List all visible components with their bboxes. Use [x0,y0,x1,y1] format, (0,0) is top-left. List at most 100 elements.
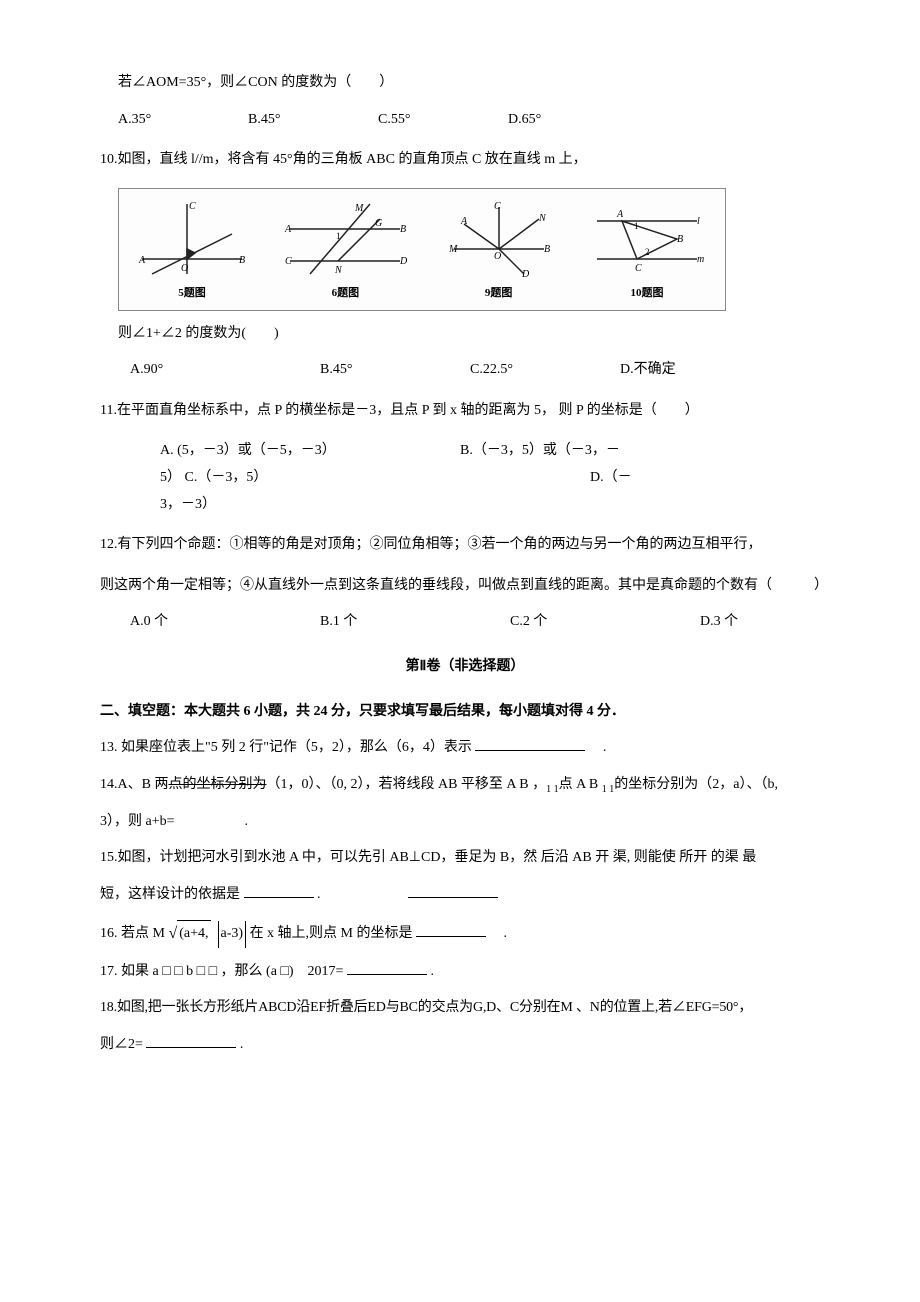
q11-opt-d-pre: D.（－ [590,465,632,492]
q18-line2-pre: 则∠2= [100,1037,143,1052]
q16-rad: (a+4, [177,920,210,948]
q16-blank [416,922,486,937]
svg-text:1: 1 [634,221,639,231]
q9-options: A.35° B.45° C.55° D.65° [100,107,830,134]
q12-stem1-text: 12.有下列四个命题：①相等的角是对顶角；②同位角相等；③若一个角的两边与另一个… [100,537,762,552]
diagram-5: A B C O 5题图 [137,199,247,304]
svg-text:G: G [375,218,382,229]
q11-opt-d-cont: 3，－3） [160,492,216,519]
q16-abs: a-3) [218,921,247,948]
q14-strike: 点的坐标分别为 [168,777,266,792]
q13-blank [475,736,585,751]
q11-opt-c-5: 5） C.（－3，5） [160,465,590,492]
q15-line2-pre: 短，这样设计的依据是 [100,887,240,902]
svg-text:m: m [697,254,704,265]
diagram-6: A B C D M G N 1 6题图 [280,199,410,304]
svg-text:B: B [677,234,683,245]
q11-opt-a: A. (5，－3）或（－5，－3） [160,438,460,465]
q15-line1: 15.如图，计划把河水引到水池 A 中，可以先引 AB⊥CD，垂足为 B，然 后… [100,845,830,872]
svg-text:2: 2 [645,247,650,257]
q12-options: A.0 个 B.1 个 C.2 个 D.3 个 [100,609,830,636]
q15-line2-post: . [317,887,321,902]
q16-post: . [490,926,508,941]
svg-text:A: A [460,216,468,227]
svg-text:D: D [399,256,408,267]
q16-pre: 16. 若点 M [100,926,165,941]
q18-line1-text: 18.如图,把一张长方形纸片ABCD沿EF折叠后ED与BC的交点为G,D、C分别… [100,1000,752,1015]
svg-text:B: B [400,224,406,235]
q18-line1: 18.如图,把一张长方形纸片ABCD沿EF折叠后ED与BC的交点为G,D、C分别… [100,995,830,1022]
diagram-9-caption: 9题图 [485,283,513,304]
q18-blank [146,1033,236,1048]
q17-post: . [430,964,434,979]
svg-text:O: O [181,263,188,274]
q12-stem2-text: 则这两个角一定相等；④从直线外一点到这条直线的垂线段，叫做点到直线的距离。其中是… [100,578,828,593]
svg-text:1: 1 [336,231,341,241]
q9-stem-text: 若∠AOM=35°，则∠CON 的度数为（ ） [118,75,393,90]
q17: 17. 如果 a □ □ b □ □ ，那么 (a □) 2017= . [100,959,830,986]
q13-post: . [589,740,607,755]
q16: 16. 若点 M √(a+4, a-3) 在 x 轴上,则点 M 的坐标是 . [100,918,830,948]
svg-text:l: l [697,216,700,227]
q9-option-d: D.65° [508,107,638,134]
q12-option-a: A.0 个 [130,609,320,636]
svg-text:A: A [284,224,292,235]
svg-text:C: C [494,201,501,212]
svg-text:D: D [521,269,530,279]
q10-stem-text: 10.如图，直线 l//m，将含有 45°角的三角板 ABC 的直角顶点 C 放… [100,152,587,167]
q10-stem: 10.如图，直线 l//m，将含有 45°角的三角板 ABC 的直角顶点 C 放… [100,147,830,174]
q12-option-c: C.2 个 [510,609,700,636]
q17-pre: 17. 如果 a □ □ b □ □ ，那么 (a □) 2017= [100,964,343,979]
svg-text:A: A [138,255,146,266]
q11-opt-b: B.（－3，5）或（－3，－ [460,438,620,465]
q14-sub1: 1 1 [546,784,559,795]
q14-sub2: 1 1 [602,784,615,795]
q14-post2: 点 A B [559,777,602,792]
section2-header: 二、填空题：本大题共 6 小题，共 24 分，只要求填写最后结果，每小题填对得 … [100,699,830,726]
diagram-panel: A B C O 5题图 A B C D M G N 1 6题图 [118,188,726,311]
q13-pre: 13. 如果座位表上"5 列 2 行"记作（5，2），那么（6，4）表示 [100,740,472,755]
q10-cont-text: 则∠1+∠2 的度数为( ) [118,326,279,341]
svg-text:N: N [334,265,343,276]
part2-title: 第Ⅱ卷（非选择题） [100,654,830,681]
q12-option-b: B.1 个 [320,609,510,636]
q10-option-d: D.不确定 [620,357,720,384]
q11-stem-text: 11.在平面直角坐标系中，点 P 的横坐标是－3，且点 P 到 x 轴的距离为 … [100,403,699,418]
svg-text:O: O [494,251,501,262]
q9-option-b: B.45° [248,107,378,134]
q15-blank2 [408,883,498,898]
q12-stem-line1: 12.有下列四个命题：①相等的角是对顶角；②同位角相等；③若一个角的两边与另一个… [100,532,830,559]
diagram-10-caption: 10题图 [630,283,663,304]
svg-text:B: B [544,244,550,255]
q11-options: A. (5，－3）或（－5，－3） B.（－3，5）或（－3，－ 5） C.（－… [100,438,830,518]
q18-line2: 则∠2= . [100,1032,830,1059]
q13: 13. 如果座位表上"5 列 2 行"记作（5，2），那么（6，4）表示 . [100,735,830,762]
q10-option-c: C.22.5° [470,357,620,384]
q10-continuation: 则∠1+∠2 的度数为( ) [100,321,830,348]
q14-line2-text: 3），则 a+b= . [100,814,248,829]
diagram-9: M C N B D A O 9题图 [444,199,554,304]
q14-post3: 的坐标分别为（2，a）、（b, [614,777,778,792]
svg-text:C: C [635,263,642,274]
q14-line2: 3），则 a+b= . [100,809,830,836]
svg-text:B: B [239,255,245,266]
q14-line1: 14.A、B 两点的坐标分别为（1，0）、（0, 2），若将线段 AB 平移至 … [100,772,830,799]
q9-stem-continuation: 若∠AOM=35°，则∠CON 的度数为（ ） [100,70,830,97]
q15-line2: 短，这样设计的依据是 . [100,882,830,909]
q14-post1: （1，0）、（0, 2），若将线段 AB 平移至 A B ， [266,777,546,792]
q14-pre: 14.A、B 两 [100,777,168,792]
svg-text:M: M [448,244,458,255]
q12-stem-line2: 则这两个角一定相等；④从直线外一点到这条直线的垂线段，叫做点到直线的距离。其中是… [100,573,830,600]
svg-text:A: A [616,209,624,220]
q15-blank1 [244,883,314,898]
q10-options: A.90° B.45° C.22.5° D.不确定 [100,357,830,384]
diagram-5-caption: 5题图 [178,283,206,304]
svg-text:N: N [538,213,547,224]
svg-text:M: M [354,203,364,214]
q12-option-d: D.3 个 [700,609,800,636]
q11-stem: 11.在平面直角坐标系中，点 P 的横坐标是－3，且点 P 到 x 轴的距离为 … [100,398,830,425]
q10-option-a: A.90° [130,357,320,384]
q15-line1-text: 15.如图，计划把河水引到水池 A 中，可以先引 AB⊥CD，垂足为 B，然 后… [100,850,756,865]
q10-option-b: B.45° [320,357,470,384]
q9-option-c: C.55° [378,107,508,134]
